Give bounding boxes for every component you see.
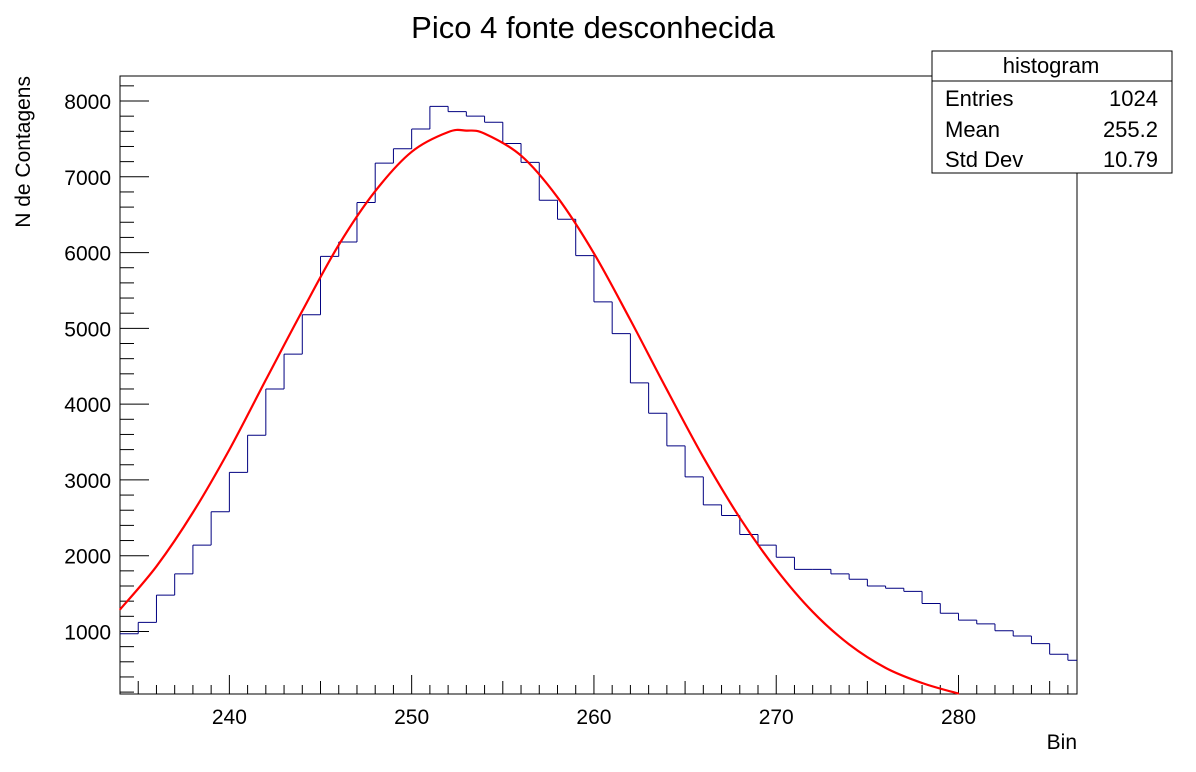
fit-point <box>228 448 231 451</box>
y-tick-label: 5000 <box>64 318 111 341</box>
stats-stddev-label: Std Dev <box>945 147 1023 172</box>
fit-point <box>265 379 267 381</box>
fit-point <box>957 692 960 695</box>
fit-point <box>483 132 486 135</box>
fit-point <box>884 667 887 669</box>
x-tick-label: 260 <box>576 706 611 729</box>
fit-curve <box>119 128 959 695</box>
fit-point <box>921 682 923 684</box>
fit-point <box>192 511 194 514</box>
x-tick-label: 270 <box>759 706 794 729</box>
stats-mean-label: Mean <box>945 117 1000 142</box>
histogram-series <box>120 105 1077 661</box>
y-tick-label: 3000 <box>64 470 111 493</box>
x-tick-label: 250 <box>394 706 429 729</box>
y-tick-label: 1000 <box>64 621 111 644</box>
fit-point <box>629 319 632 321</box>
stats-stddev-value: 10.79 <box>1103 147 1158 172</box>
y-axis-ticks: 1000 2000 3000 4000 5000 6000 7000 8000 <box>64 85 149 693</box>
stats-entries-value: 1024 <box>1109 86 1158 111</box>
fit-point <box>738 517 741 519</box>
stats-mean-value: 255.2 <box>1103 117 1158 142</box>
fit-point <box>666 388 668 391</box>
x-axis-ticks: 240 250 260 270 280 <box>119 675 1069 729</box>
fit-point <box>520 154 522 157</box>
x-tick-label: 280 <box>941 706 976 729</box>
fit-point <box>337 244 340 246</box>
fit-point <box>775 568 778 571</box>
x-axis-label: Bin <box>1047 731 1077 754</box>
fit-point <box>465 129 468 132</box>
y-tick-label: 8000 <box>64 91 111 114</box>
fit-point <box>848 643 850 646</box>
chart-title: Pico 4 fonte desconhecida <box>411 10 775 45</box>
fit-series <box>119 128 960 695</box>
plot-frame <box>119 75 1078 695</box>
fit-point <box>301 310 304 312</box>
fit-point <box>155 565 158 568</box>
y-tick-label: 4000 <box>64 394 111 417</box>
stats-box: histogram Entries 1024 Mean 255.2 Std De… <box>931 50 1173 174</box>
stats-box-frame <box>931 50 1173 174</box>
fit-point <box>593 252 595 255</box>
fit-point <box>410 150 413 153</box>
fit-point <box>702 456 705 458</box>
fit-point <box>811 610 814 613</box>
y-tick-label: 6000 <box>64 243 111 266</box>
y-tick-label: 2000 <box>64 546 111 569</box>
fit-point <box>447 131 449 133</box>
x-tick-label: 240 <box>212 706 247 729</box>
stats-entries-label: Entries <box>945 86 1013 111</box>
fit-point <box>119 608 121 611</box>
fit-point <box>374 190 377 192</box>
fit-point <box>556 196 559 199</box>
stats-box-title: histogram <box>1003 53 1100 78</box>
y-axis-label: N de Contagens <box>12 76 35 228</box>
y-tick-label: 7000 <box>64 167 111 190</box>
